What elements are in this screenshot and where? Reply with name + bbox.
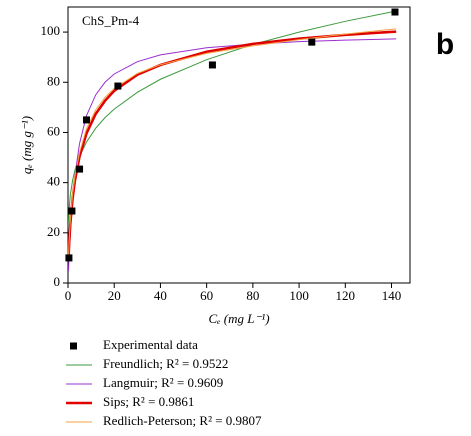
- legend-label: Langmuir; R² = 0.9609: [103, 375, 223, 390]
- chart-title: ChS_Pm-4: [82, 13, 140, 28]
- x-tick-label: 40: [154, 288, 167, 303]
- data-point: [76, 165, 84, 173]
- y-tick-label: 40: [47, 174, 60, 189]
- plot-frame: [67, 6, 411, 284]
- legend-label: Experimental data: [103, 337, 198, 352]
- fit-curve: [67, 28, 397, 260]
- x-axis-label: Cₑ (mg L⁻¹): [208, 311, 269, 326]
- x-tick-label: 140: [382, 288, 402, 303]
- x-tick-label: 20: [108, 288, 121, 303]
- data-point: [82, 116, 90, 124]
- x-tick-label: 0: [65, 288, 72, 303]
- y-tick-label: 100: [41, 23, 61, 38]
- data-point: [308, 38, 316, 46]
- fit-curve: [67, 30, 397, 261]
- panel-label: b: [436, 28, 454, 61]
- data-point: [65, 254, 73, 262]
- x-tick-label: 100: [289, 288, 309, 303]
- x-tick-label: 60: [200, 288, 213, 303]
- fit-curve: [67, 38, 397, 271]
- y-tick-label: 60: [47, 123, 60, 138]
- y-axis-label: qₑ (mg g⁻¹): [19, 116, 34, 174]
- data-point: [391, 8, 399, 16]
- y-tick-label: 80: [47, 73, 60, 88]
- legend-label: Redlich-Peterson; R² = 0.9807: [103, 413, 262, 428]
- data-point: [114, 82, 122, 90]
- x-tick-label: 80: [246, 288, 259, 303]
- y-tick-label: 0: [54, 274, 61, 289]
- legend-marker: [70, 342, 77, 350]
- legend-label: Freundlich; R² = 0.9522: [103, 356, 228, 371]
- legend-label: Sips; R² = 0.9861: [103, 394, 194, 409]
- data-point: [68, 207, 76, 215]
- data-point: [208, 61, 216, 69]
- fit-curve: [67, 10, 397, 223]
- x-tick-label: 120: [336, 288, 356, 303]
- y-tick-label: 20: [47, 224, 60, 239]
